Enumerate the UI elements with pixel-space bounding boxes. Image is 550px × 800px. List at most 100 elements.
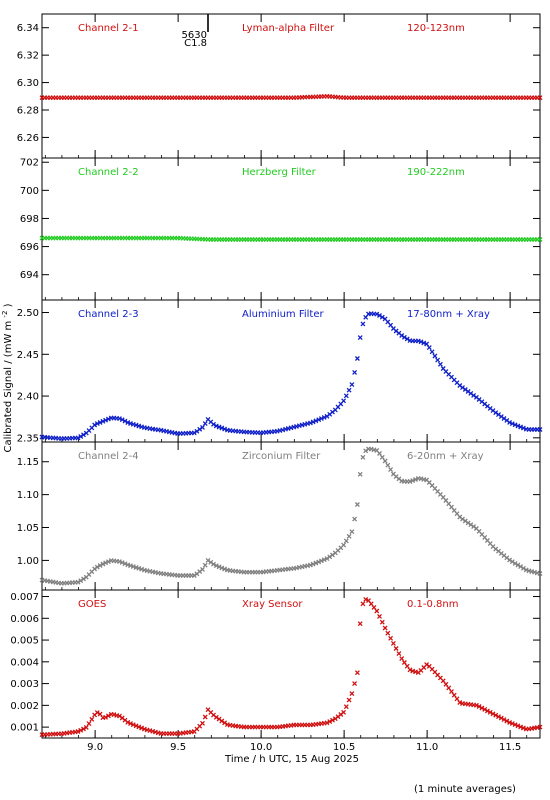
panel-2: 694 696 698 700 702 Channel 2-2 Herzberg Filte…	[20, 157, 543, 301]
panel-4-point	[413, 477, 418, 482]
panel-3-point	[520, 425, 526, 431]
panel-5-point	[537, 724, 543, 730]
panel-5-point	[343, 704, 349, 710]
panel-5-ytick-label: 0.003	[10, 679, 39, 690]
panel-5-point	[324, 720, 330, 726]
panel-3-point	[518, 424, 524, 430]
panel-2-filter-label: Herzberg Filter	[242, 167, 317, 178]
panel-2-ytick-label: 700	[20, 186, 39, 197]
panel-5-point	[374, 608, 380, 614]
panel-3-point	[352, 369, 358, 375]
panel-5-ytick-label: 0.001	[10, 723, 39, 734]
y-axis-label-close: )	[3, 303, 14, 307]
panel-1-ytick-label: 6.26	[17, 133, 39, 144]
panel-4-point	[518, 564, 524, 570]
panel-3-frame	[41, 299, 541, 443]
panel-5-point	[136, 724, 142, 730]
panel-3-point	[94, 421, 100, 427]
panel-5-point	[78, 727, 84, 733]
panel-5-point	[330, 717, 335, 723]
panel-3-point	[100, 418, 106, 424]
panel-1-filter-label: Lyman-alpha Filter	[242, 23, 335, 34]
panel-5-point	[354, 670, 360, 676]
panel-5-point	[496, 714, 501, 720]
panel-5-point	[81, 726, 86, 732]
panel-3-point	[78, 434, 84, 439]
panel-3-point	[307, 420, 313, 426]
panel-3-point	[509, 421, 515, 427]
panel-4-point	[360, 454, 366, 460]
panel-4-point	[216, 564, 222, 570]
panel-5-channel-label: GOES	[78, 599, 106, 610]
panel-5-point	[349, 691, 355, 697]
panel-1-ytick-label: 6.32	[17, 51, 39, 62]
panel-4-point	[346, 533, 352, 539]
panel-5-point	[385, 630, 391, 636]
panel-4-point	[354, 502, 360, 507]
panel-5-point	[390, 640, 396, 646]
panel-5-point	[504, 718, 510, 724]
panel-1-channel-label: Channel 2-1	[78, 23, 139, 34]
panel-5-point	[341, 709, 347, 715]
x-tick-label: 10.0	[250, 742, 272, 753]
panel-3-point	[507, 419, 513, 425]
panel-4-point	[520, 565, 526, 571]
x-tick-label: 10.5	[333, 742, 355, 753]
panel-4-point	[119, 560, 125, 566]
panel-4-band-label: 6-20nm + Xray	[407, 451, 484, 462]
panel-5-ytick-label: 0.005	[10, 636, 39, 647]
panel-3-point	[81, 432, 86, 438]
panel-4-point	[103, 560, 109, 566]
panel-3-point	[341, 398, 347, 404]
panel-4-point	[307, 562, 313, 568]
flare-marker-label-top: 5630	[182, 30, 207, 41]
panel-3-point	[374, 311, 380, 317]
panel-3-point	[310, 419, 316, 425]
panel-3-point	[211, 421, 216, 427]
panel-2-channel-label: Channel 2-2	[78, 167, 139, 178]
panel-5-point	[479, 705, 485, 711]
panel-3-point	[429, 349, 435, 355]
panel-5-point	[507, 720, 513, 725]
panel-2-frame	[41, 157, 541, 301]
panel-5-ytick-label: 0.002	[10, 701, 39, 712]
panel-4-point	[507, 557, 513, 563]
flare-marker: 5630 C1.8	[182, 14, 209, 49]
panel-1-ytick-label: 6.34	[17, 23, 39, 34]
panel-5-point	[83, 724, 89, 730]
panel-4-series	[39, 446, 543, 586]
panel-5-point	[352, 681, 358, 687]
panel-5-point	[222, 720, 228, 726]
panel-5-point	[213, 714, 219, 720]
flare-marker-label-bottom: C1.8	[184, 38, 207, 49]
panel-5-point	[377, 613, 382, 619]
panel-1: 6.26 6.28 6.30 6.32 6.34 Channel 2-1 Lyman-alp…	[17, 13, 543, 159]
panel-3-point	[202, 421, 208, 427]
panel-4-point	[382, 458, 388, 464]
panel-5-point	[357, 621, 363, 627]
panel-5-point	[490, 711, 496, 717]
panel-5-series	[39, 596, 543, 738]
panel-5-point	[379, 619, 385, 625]
panel-5-point	[484, 708, 490, 714]
panel-4-point	[318, 558, 324, 564]
panel-5-point	[388, 635, 394, 641]
panel-5-point	[518, 724, 524, 730]
y-axis-label-main: Calibrated Signal / (mW m	[3, 321, 14, 453]
panel-3: 2.35 2.40 2.45 2.50 Channel 2-3 Aluminium Fil…	[17, 299, 543, 444]
panel-5-point	[128, 721, 133, 727]
panel-4-point	[117, 559, 122, 565]
panel-4-point	[343, 538, 349, 544]
panel-4-point	[512, 560, 518, 566]
panel-5-point	[399, 656, 405, 662]
panel-5-point	[105, 713, 111, 719]
panel-5-point	[520, 725, 526, 731]
x-tick-label: 11.0	[416, 742, 438, 753]
panel-4-point	[316, 559, 322, 565]
panel-2-series	[39, 235, 543, 242]
panel-2-ytick-label: 698	[20, 214, 39, 225]
panel-5-point	[346, 697, 352, 703]
panel-5-point	[125, 719, 131, 725]
panel-4-point	[357, 471, 363, 477]
panel-4-point	[341, 542, 347, 548]
